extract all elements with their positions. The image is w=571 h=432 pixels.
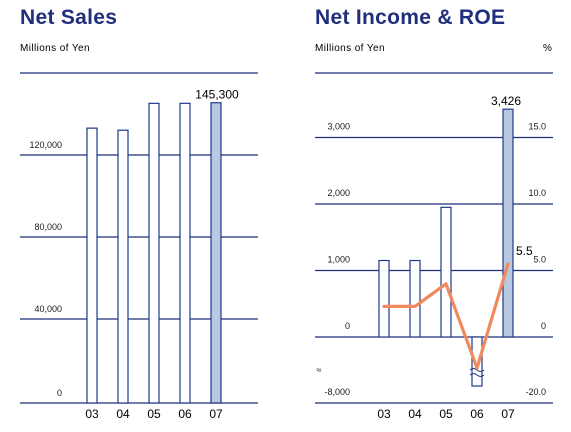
- bar: [210, 102, 222, 404]
- bar: [440, 206, 452, 338]
- right-y-tick-label: 15.0: [528, 122, 546, 132]
- left-y-tick-label: 1,000: [327, 255, 350, 265]
- net-income-roe-plot: -8,000 0 1,000 2,000 3,000 -20.0 0 5.0 10.0 15.0 ≈…: [315, 72, 553, 421]
- chart-title: Net Income & ROE: [315, 6, 506, 29]
- bar: [378, 259, 390, 338]
- x-tick-label: 05: [147, 407, 161, 421]
- bar: [117, 129, 129, 404]
- right-y-tick-label: -20.0: [525, 387, 546, 397]
- right-axis-unit-label: %: [543, 43, 553, 54]
- chart-title: Net Sales: [20, 6, 118, 29]
- y-tick-label: 0: [57, 388, 62, 398]
- net-sales-plot: 0 40,000 80,000 120,000 03 04 05 06 07 145,300: [20, 72, 258, 421]
- bar: [86, 127, 98, 404]
- data-label: 3,426: [491, 94, 521, 108]
- bar: [179, 102, 191, 404]
- left-y-tick-label: 0: [345, 321, 350, 331]
- right-y-tick-label: 0: [541, 321, 546, 331]
- bar: [148, 102, 160, 404]
- left-y-tick-label: -8,000: [324, 387, 350, 397]
- bar: [409, 259, 421, 338]
- left-axis-unit-label: Millions of Yen: [315, 43, 385, 54]
- x-tick-label: 06: [178, 407, 192, 421]
- right-y-tick-label: 10.0: [528, 188, 546, 198]
- x-tick-label: 06: [470, 407, 484, 421]
- x-tick-label: 07: [209, 407, 223, 421]
- left-y-tick-label: 2,000: [327, 188, 350, 198]
- net-sales-chart: Net Sales Millions of Yen 0 40,000 80,000 1…: [0, 0, 285, 432]
- x-tick-label: 07: [501, 407, 515, 421]
- y-axis-unit-label: Millions of Yen: [20, 43, 90, 54]
- x-tick-label: 04: [408, 407, 422, 421]
- y-tick-label: 40,000: [34, 304, 62, 314]
- y-tick-label: 120,000: [29, 140, 62, 150]
- left-y-tick-label: 3,000: [327, 122, 350, 132]
- axis-break-icon: ≈: [317, 365, 322, 375]
- roe-line: [382, 262, 510, 370]
- bar: [502, 108, 514, 338]
- x-tick-label: 05: [439, 407, 453, 421]
- y-tick-label: 80,000: [34, 222, 62, 232]
- data-label: 5.5: [516, 244, 533, 258]
- bar-break-icon: [469, 368, 485, 377]
- x-tick-label: 03: [377, 407, 391, 421]
- x-tick-label: 04: [116, 407, 130, 421]
- bar: [471, 336, 483, 387]
- right-y-tick-label: 5.0: [533, 255, 546, 265]
- x-tick-label: 03: [85, 407, 99, 421]
- data-label: 145,300: [195, 88, 239, 102]
- net-income-roe-chart: Net Income & ROE Millions of Yen % -8,00…: [285, 0, 571, 432]
